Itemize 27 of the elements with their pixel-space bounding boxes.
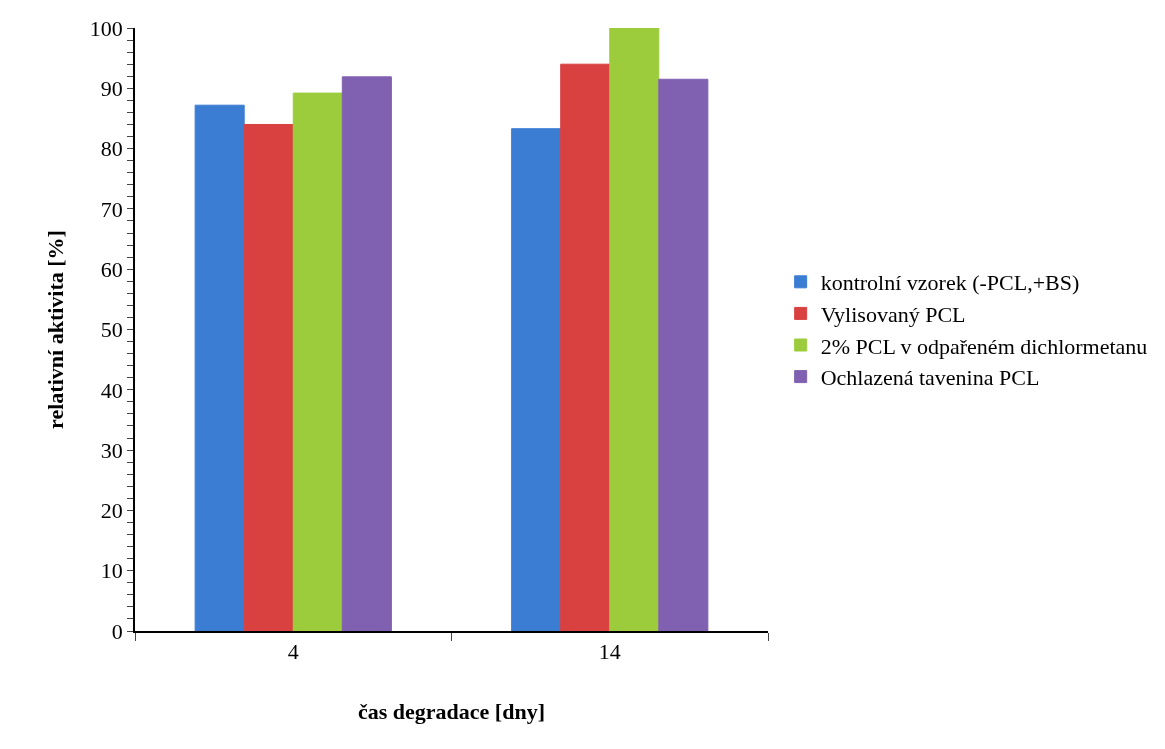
- bar: [560, 63, 611, 631]
- x-tick-label: 4: [287, 639, 299, 665]
- y-axis-title: relativní aktivita [%]: [43, 230, 69, 429]
- bar: [511, 128, 562, 631]
- x-axis-title: čas degradace [dny]: [358, 698, 545, 724]
- legend-label: Ochlazená tavenina PCL: [820, 365, 1040, 391]
- legend-label: Vylisovaný PCL: [820, 301, 966, 327]
- bar: [194, 104, 245, 631]
- y-tick-label: 40: [100, 377, 123, 403]
- y-tick-label: 70: [100, 196, 123, 222]
- bar: [292, 92, 343, 631]
- bar: [341, 76, 392, 631]
- x-tick-label: 14: [598, 639, 621, 665]
- y-tick-label: 30: [100, 437, 123, 463]
- y-tick-label: 20: [100, 498, 123, 524]
- legend-label: kontrolní vzorek (-PCL,+BS): [820, 270, 1080, 296]
- y-tick-label: 10: [100, 558, 123, 584]
- bar: [658, 78, 709, 631]
- y-tick-label: 100: [89, 15, 123, 41]
- y-tick-label: 50: [100, 317, 123, 343]
- bar: [243, 123, 294, 631]
- y-tick-label: 80: [100, 136, 123, 162]
- legend-label: 2% PCL v odpařeném dichlormetanu: [820, 333, 1148, 359]
- bar: [609, 28, 660, 631]
- y-tick-label: 90: [100, 76, 123, 101]
- y-tick-label: 60: [100, 256, 123, 282]
- y-tick-label: 0: [111, 618, 123, 644]
